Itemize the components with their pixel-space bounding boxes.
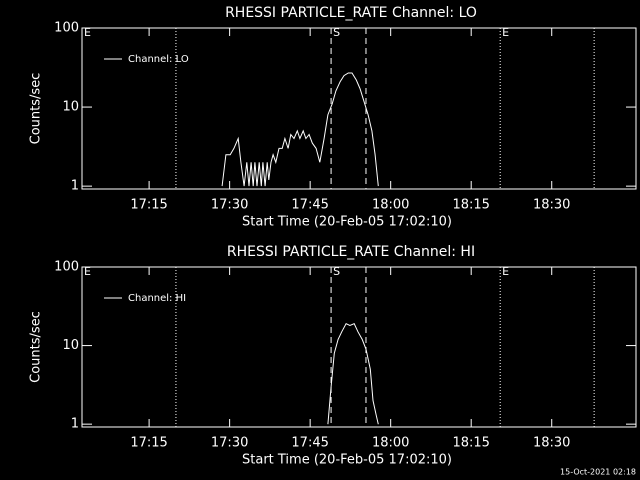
x-tick-label: 17:15 [130, 198, 167, 213]
y-tick-label: 100 [54, 260, 79, 275]
data-line [221, 72, 379, 187]
x-tick-label: 18:00 [372, 198, 409, 213]
x-axis-label: Start Time (20-Feb-05 17:02:10) [242, 453, 452, 468]
chart-title: RHESSI PARTICLE_RATE Channel: HI [227, 244, 475, 260]
y-tick-label: 100 [54, 21, 79, 36]
y-axis-label: Counts/sec [29, 73, 44, 145]
y-tick-label: 1 [71, 417, 79, 432]
y-tick-label: 10 [62, 338, 79, 353]
x-tick-label: 17:30 [211, 198, 248, 213]
x-tick-label: 18:15 [452, 436, 489, 451]
legend-label: Channel: HI [128, 293, 186, 304]
x-tick-label: 17:45 [291, 198, 328, 213]
annotation: S [333, 265, 340, 278]
x-tick-label: 17:15 [130, 436, 167, 451]
y-tick-label: 1 [71, 179, 79, 194]
annotation: E [502, 265, 509, 278]
x-axis-label: Start Time (20-Feb-05 17:02:10) [242, 215, 452, 230]
x-tick-label: 18:30 [533, 436, 570, 451]
annotation: E [84, 265, 91, 278]
data-line [327, 323, 379, 425]
legend-label: Channel: LO [128, 54, 189, 65]
footer: 15-Oct-2021 02:18 [560, 468, 636, 477]
y-axis-label: Counts/sec [29, 311, 44, 383]
x-tick-label: 17:45 [291, 436, 328, 451]
y-tick-label: 10 [62, 100, 79, 115]
annotation: E [84, 26, 91, 39]
annotation: S [333, 26, 340, 39]
x-tick-label: 18:00 [372, 436, 409, 451]
x-tick-label: 17:30 [211, 436, 248, 451]
x-tick-label: 18:30 [533, 198, 570, 213]
chart-title: RHESSI PARTICLE_RATE Channel: LO [225, 5, 477, 21]
x-tick-label: 18:15 [452, 198, 489, 213]
annotation: E [502, 26, 509, 39]
plot-frame [81, 27, 637, 190]
plot-frame [81, 266, 637, 428]
